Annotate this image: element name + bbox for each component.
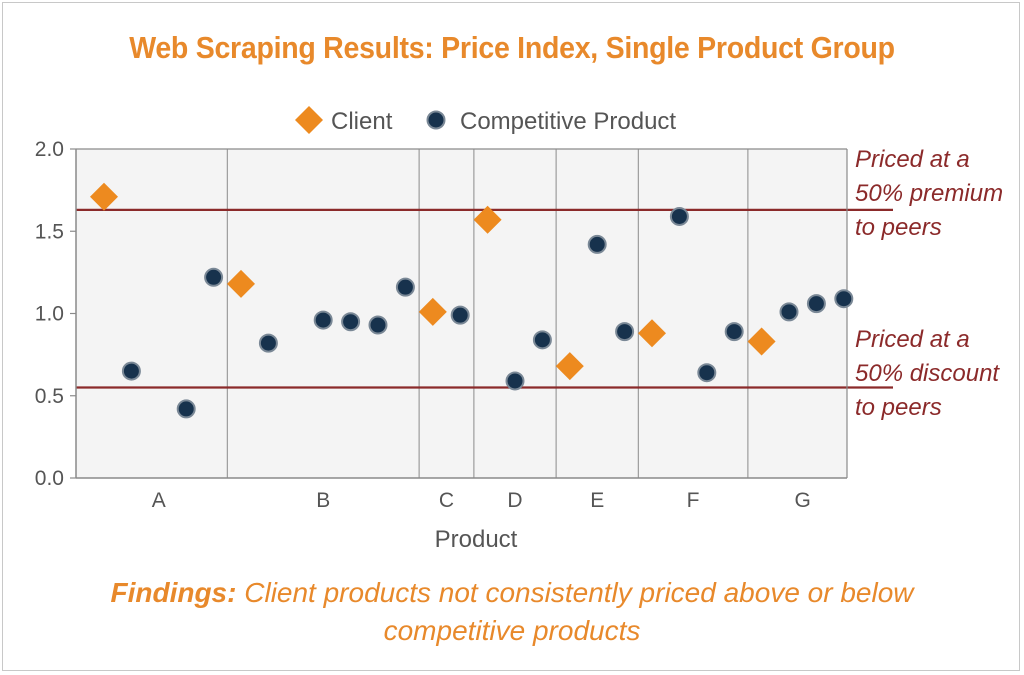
reference-annotation: Priced at a 50% premium to peers	[855, 146, 1003, 241]
findings-body-line2: competitive products	[383, 615, 641, 646]
competitive-point	[806, 294, 826, 314]
client-point	[555, 352, 584, 381]
competitive-point	[121, 361, 141, 381]
x-tick-label: E	[590, 489, 604, 512]
y-tick-label: 1.5	[35, 220, 64, 243]
client-point	[638, 319, 666, 348]
competitive-point	[341, 312, 361, 332]
competitive-point	[313, 310, 333, 330]
y-tick-label: 2.0	[35, 138, 64, 161]
x-tick-label: G	[795, 489, 811, 512]
y-tick-label: 0.0	[35, 467, 64, 490]
legend-competitive-label: Competitive Product	[460, 108, 676, 135]
chart-title: Web Scraping Results: Price Index, Singl…	[129, 30, 895, 65]
reference-annotation: Priced at a 50% discount to peers	[855, 326, 1000, 421]
findings-text: Findings: Client products not consistent…	[0, 574, 1024, 650]
client-point	[473, 205, 502, 234]
client-point	[418, 297, 447, 326]
competitive-point	[669, 206, 689, 226]
competitive-point	[258, 333, 278, 353]
y-tick-label: 1.0	[35, 303, 64, 326]
reference-annotation-line: 50% premium	[855, 180, 1003, 207]
x-tick-label: D	[507, 489, 522, 512]
client-point	[227, 269, 255, 298]
reference-annotation-line: Priced at a	[855, 146, 970, 173]
client-point	[90, 182, 118, 211]
reference-annotation-line: to peers	[855, 394, 942, 421]
legend-client-marker	[295, 106, 323, 134]
client-point	[747, 327, 776, 356]
competitive-point	[779, 302, 799, 322]
x-axis-label: Product	[435, 526, 518, 553]
competitive-point	[368, 315, 388, 335]
competitive-point	[532, 330, 552, 350]
competitive-point	[505, 371, 525, 391]
x-tick-label: B	[316, 489, 330, 512]
competitive-point	[615, 322, 635, 342]
y-tick-label: 0.5	[35, 385, 64, 408]
legend-client-label: Client	[331, 108, 393, 135]
x-tick-label: F	[687, 489, 700, 512]
competitive-point	[204, 267, 224, 287]
competitive-point	[450, 305, 470, 325]
findings-label: Findings:	[110, 577, 237, 608]
reference-annotation-line: 50% discount	[855, 360, 1000, 387]
findings-body: Client products not consistently priced …	[236, 577, 914, 608]
x-tick-label: C	[439, 489, 454, 512]
competitive-point	[587, 234, 607, 254]
competitive-point	[176, 399, 196, 419]
competitive-point	[395, 277, 415, 297]
x-tick-label: A	[152, 489, 166, 512]
competitive-point	[697, 363, 717, 383]
legend-competitive-marker	[426, 110, 446, 130]
competitive-point	[834, 289, 854, 309]
reference-annotation-line: to peers	[855, 214, 942, 241]
competitive-point	[724, 322, 744, 342]
reference-annotation-line: Priced at a	[855, 326, 970, 353]
